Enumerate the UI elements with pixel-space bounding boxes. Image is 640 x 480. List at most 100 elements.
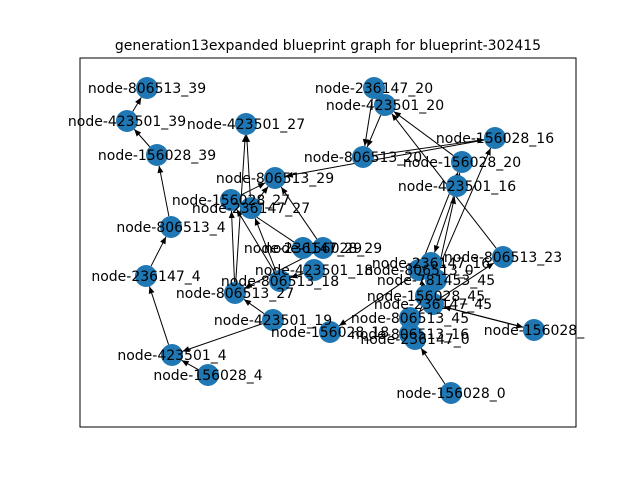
plot-frame bbox=[79, 57, 577, 428]
node-label: node-806513_18 bbox=[221, 274, 339, 290]
edge-arrowhead bbox=[135, 97, 142, 105]
graph-node bbox=[235, 113, 257, 135]
node-label: node-806513_39 bbox=[88, 81, 206, 97]
edge-arrowhead bbox=[228, 210, 235, 219]
graph-node bbox=[264, 167, 286, 189]
graph-node bbox=[161, 344, 183, 366]
graph-edge bbox=[230, 210, 236, 283]
edge-arrowhead bbox=[243, 299, 252, 306]
edge-arrowhead bbox=[254, 218, 261, 226]
graph-edge bbox=[246, 134, 251, 198]
graph-node bbox=[224, 282, 246, 304]
graph-node bbox=[523, 319, 545, 341]
edge-arrowhead bbox=[421, 348, 428, 356]
graph-node bbox=[240, 197, 262, 219]
graph-node bbox=[404, 328, 426, 350]
graph-node bbox=[451, 151, 473, 173]
node-layer bbox=[116, 77, 545, 404]
graph-edge bbox=[364, 98, 373, 147]
graph-edge bbox=[254, 218, 277, 271]
node-label: node-156028_39 bbox=[98, 148, 216, 164]
node-label: node-806513_29 bbox=[216, 171, 334, 187]
graph-node bbox=[262, 309, 284, 331]
graph-node bbox=[319, 321, 341, 343]
node-label: node-806513_0 bbox=[364, 263, 473, 279]
node-label: node-236147_20 bbox=[315, 81, 433, 97]
graph-node bbox=[160, 216, 182, 238]
node-label: node-423501_20 bbox=[326, 98, 444, 114]
graph-node bbox=[135, 265, 157, 287]
edge-arrowhead bbox=[290, 272, 299, 279]
graph-node bbox=[220, 189, 242, 211]
node-label: node-236147_45 bbox=[374, 297, 492, 313]
node-label: node-236147_4 bbox=[91, 269, 200, 285]
graph-edge bbox=[393, 111, 454, 156]
graph-node bbox=[303, 259, 325, 281]
graph-node bbox=[352, 146, 374, 168]
node-label: node-236147_16 bbox=[372, 256, 490, 272]
node-label: node-806513_23 bbox=[444, 250, 562, 266]
graph-node bbox=[146, 144, 168, 166]
node-label: node-236147_0 bbox=[360, 332, 469, 348]
edge-arrowhead bbox=[391, 113, 399, 122]
node-label: node-806513_16 bbox=[351, 327, 469, 343]
node-label: node-156028_20 bbox=[403, 155, 521, 171]
edge-arrowhead bbox=[157, 165, 164, 174]
edge-arrowhead bbox=[485, 148, 491, 156]
node-label: node-156028_4 bbox=[153, 368, 262, 384]
edge-arrowhead bbox=[257, 182, 266, 189]
edge-arrowhead bbox=[393, 111, 402, 119]
node-label: node-156028_ bbox=[484, 323, 585, 339]
edge-arrowhead bbox=[367, 139, 373, 147]
graph-node bbox=[422, 293, 444, 315]
graph-edge bbox=[182, 323, 263, 352]
graph-edge bbox=[437, 196, 456, 270]
graph-node bbox=[484, 127, 506, 149]
graph-node bbox=[363, 77, 385, 99]
edge-layer bbox=[132, 97, 524, 385]
edge-arrowhead bbox=[160, 236, 167, 245]
node-label: node-156028_16 bbox=[436, 131, 554, 147]
graph-edge bbox=[443, 306, 524, 328]
graph-node bbox=[446, 175, 468, 197]
graph-edge bbox=[158, 165, 170, 217]
graph-node bbox=[116, 110, 138, 132]
node-label: node-423501_39 bbox=[68, 114, 186, 130]
graph-title: generation13expanded blueprint graph for… bbox=[115, 38, 541, 54]
node-label: node-423501_16 bbox=[398, 179, 516, 195]
graph-node bbox=[374, 94, 396, 116]
edge-arrowhead bbox=[339, 319, 347, 326]
graph-edge bbox=[373, 139, 485, 156]
node-label: node-806513_27 bbox=[176, 286, 294, 302]
graph-edge bbox=[420, 347, 446, 385]
graph-node bbox=[440, 382, 462, 404]
graph-node bbox=[312, 237, 334, 259]
graph-node bbox=[492, 246, 514, 268]
node-label: node-423501_4 bbox=[117, 348, 226, 364]
graph-node bbox=[399, 307, 421, 329]
node-label: node-806513_20 bbox=[304, 150, 422, 166]
graph-node bbox=[425, 269, 447, 291]
edge-arrowhead bbox=[450, 196, 457, 205]
graph-node bbox=[292, 237, 314, 259]
node-label: node-156028_45 bbox=[367, 289, 485, 305]
edge-arrowhead bbox=[182, 346, 190, 352]
graph-node bbox=[269, 270, 291, 292]
graph-node bbox=[197, 364, 219, 386]
node-label: node-781453_45 bbox=[377, 273, 495, 289]
edge-arrowhead bbox=[181, 360, 190, 367]
node-label: node-236147_29 bbox=[244, 241, 362, 257]
graph-node bbox=[136, 77, 158, 99]
node-label: node-156028_29 bbox=[264, 241, 382, 257]
edge-arrowhead bbox=[285, 171, 294, 178]
graph-edge bbox=[285, 139, 485, 177]
edge-arrowhead bbox=[134, 129, 142, 137]
node-label: node-156028_0 bbox=[396, 386, 505, 402]
graph-edge bbox=[236, 209, 275, 272]
edge-arrowhead bbox=[261, 186, 269, 194]
edge-arrowhead bbox=[433, 244, 440, 253]
graph-edge bbox=[434, 196, 454, 253]
node-label: node-156028_18 bbox=[271, 325, 389, 341]
node-label: node-806513_4 bbox=[116, 220, 225, 236]
